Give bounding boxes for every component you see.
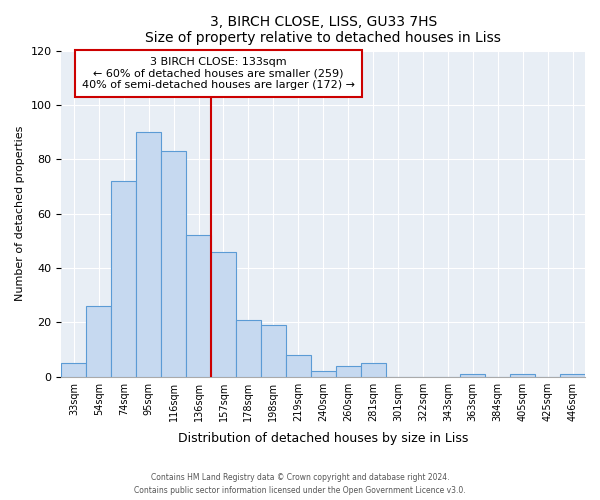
Bar [361,363,386,376]
Bar [311,371,335,376]
Bar [186,236,211,376]
Text: Contains HM Land Registry data © Crown copyright and database right 2024.
Contai: Contains HM Land Registry data © Crown c… [134,474,466,495]
Bar [236,320,261,376]
Bar [86,306,111,376]
Bar [286,355,311,376]
Title: 3, BIRCH CLOSE, LISS, GU33 7HS
Size of property relative to detached houses in L: 3, BIRCH CLOSE, LISS, GU33 7HS Size of p… [145,15,501,45]
Bar [261,325,286,376]
X-axis label: Distribution of detached houses by size in Liss: Distribution of detached houses by size … [178,432,469,445]
Bar [161,151,186,376]
Bar [460,374,485,376]
Bar [211,252,236,376]
Text: 3 BIRCH CLOSE: 133sqm
← 60% of detached houses are smaller (259)
40% of semi-det: 3 BIRCH CLOSE: 133sqm ← 60% of detached … [82,57,355,90]
Bar [510,374,535,376]
Bar [61,363,86,376]
Bar [136,132,161,376]
Bar [560,374,585,376]
Bar [111,181,136,376]
Y-axis label: Number of detached properties: Number of detached properties [15,126,25,302]
Bar [335,366,361,376]
